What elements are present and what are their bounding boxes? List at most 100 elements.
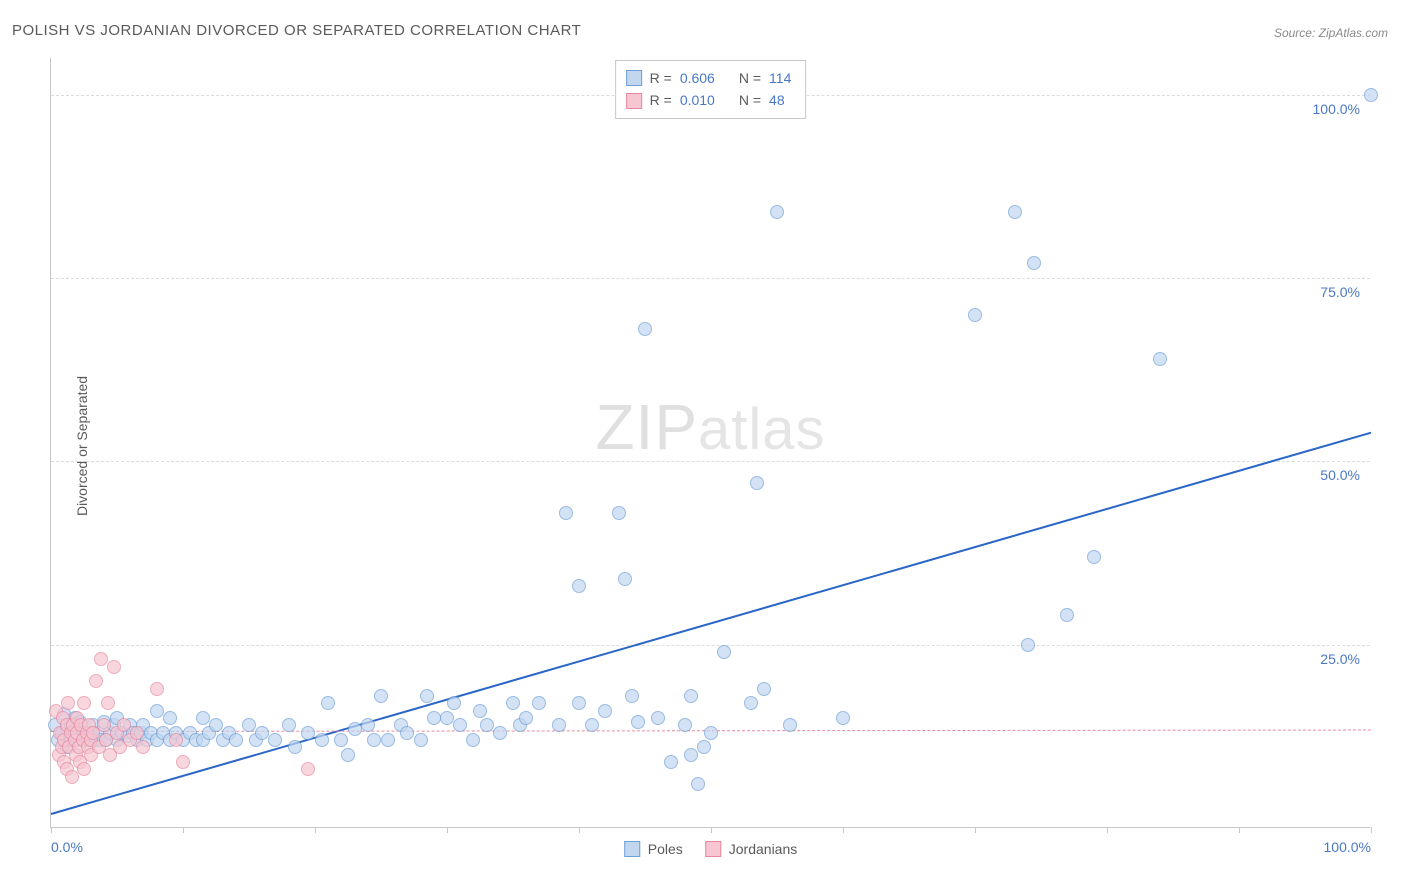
x-tick-label: 0.0% [51, 839, 83, 855]
data-point [427, 711, 441, 725]
data-point [130, 726, 144, 740]
watermark-secondary: atlas [698, 397, 826, 462]
data-point [493, 726, 507, 740]
watermark-primary: ZIP [595, 391, 698, 463]
data-point [255, 726, 269, 740]
data-point [94, 652, 108, 666]
data-point [750, 476, 764, 490]
x-tick [183, 827, 184, 833]
data-point [321, 696, 335, 710]
x-tick [711, 827, 712, 833]
data-point [209, 718, 223, 732]
data-point [381, 733, 395, 747]
data-point [301, 726, 315, 740]
data-point [77, 696, 91, 710]
data-point [117, 718, 131, 732]
data-point [1021, 638, 1035, 652]
source-attribution: Source: ZipAtlas.com [1274, 26, 1388, 40]
n-label: N = [739, 89, 761, 111]
data-point [664, 755, 678, 769]
series-legend-label: Poles [648, 841, 683, 857]
r-value: 0.606 [680, 67, 715, 89]
data-point [585, 718, 599, 732]
data-point [697, 740, 711, 754]
data-point [107, 660, 121, 674]
data-point [466, 733, 480, 747]
data-point [447, 696, 461, 710]
data-point [61, 696, 75, 710]
data-point [968, 308, 982, 322]
series-legend-item: Poles [624, 841, 683, 857]
data-point [684, 689, 698, 703]
data-point [783, 718, 797, 732]
data-point [572, 696, 586, 710]
data-point [598, 704, 612, 718]
series-legend-label: Jordanians [729, 841, 798, 857]
data-point [836, 711, 850, 725]
data-point [301, 762, 315, 776]
data-point [1060, 608, 1074, 622]
data-point [77, 762, 91, 776]
data-point [367, 733, 381, 747]
x-tick [975, 827, 976, 833]
data-point [268, 733, 282, 747]
x-tick [1239, 827, 1240, 833]
data-point [559, 506, 573, 520]
data-point [101, 696, 115, 710]
data-point [150, 682, 164, 696]
gridline-h [51, 645, 1370, 646]
data-point [1008, 205, 1022, 219]
r-label: R = [650, 67, 672, 89]
data-point [453, 718, 467, 732]
data-point [691, 777, 705, 791]
y-tick-label: 25.0% [1320, 651, 1360, 667]
stats-legend: R =0.606N =114R =0.010N =48 [615, 60, 807, 119]
gridline-h [51, 278, 1370, 279]
data-point [678, 718, 692, 732]
n-label: N = [739, 67, 761, 89]
series-legend-item: Jordanians [705, 841, 798, 857]
x-tick-label: 100.0% [1324, 839, 1371, 855]
data-point [625, 689, 639, 703]
data-point [341, 748, 355, 762]
data-point [176, 755, 190, 769]
x-tick [843, 827, 844, 833]
y-tick-label: 50.0% [1320, 467, 1360, 483]
data-point [97, 718, 111, 732]
data-point [612, 506, 626, 520]
y-tick-label: 100.0% [1313, 101, 1360, 117]
trend-line [51, 432, 1372, 815]
data-point [229, 733, 243, 747]
data-point [288, 740, 302, 754]
data-point [1087, 550, 1101, 564]
legend-swatch [624, 841, 640, 857]
data-point [572, 579, 586, 593]
data-point [169, 733, 183, 747]
data-point [1153, 352, 1167, 366]
data-point [420, 689, 434, 703]
data-point [770, 205, 784, 219]
data-point [400, 726, 414, 740]
data-point [1364, 88, 1378, 102]
x-tick [1371, 827, 1372, 833]
data-point [618, 572, 632, 586]
data-point [334, 733, 348, 747]
watermark: ZIPatlas [595, 390, 825, 464]
data-point [651, 711, 665, 725]
data-point [348, 722, 362, 736]
data-point [506, 696, 520, 710]
data-point [684, 748, 698, 762]
series-legend: Poles Jordanians [624, 841, 798, 857]
legend-swatch [705, 841, 721, 857]
data-point [440, 711, 454, 725]
legend-swatch [626, 70, 642, 86]
data-point [196, 711, 210, 725]
data-point [282, 718, 296, 732]
data-point [631, 715, 645, 729]
stats-legend-row: R =0.606N =114 [626, 67, 792, 89]
data-point [414, 733, 428, 747]
r-value: 0.010 [680, 89, 715, 111]
data-point [532, 696, 546, 710]
x-tick [447, 827, 448, 833]
x-tick [579, 827, 580, 833]
